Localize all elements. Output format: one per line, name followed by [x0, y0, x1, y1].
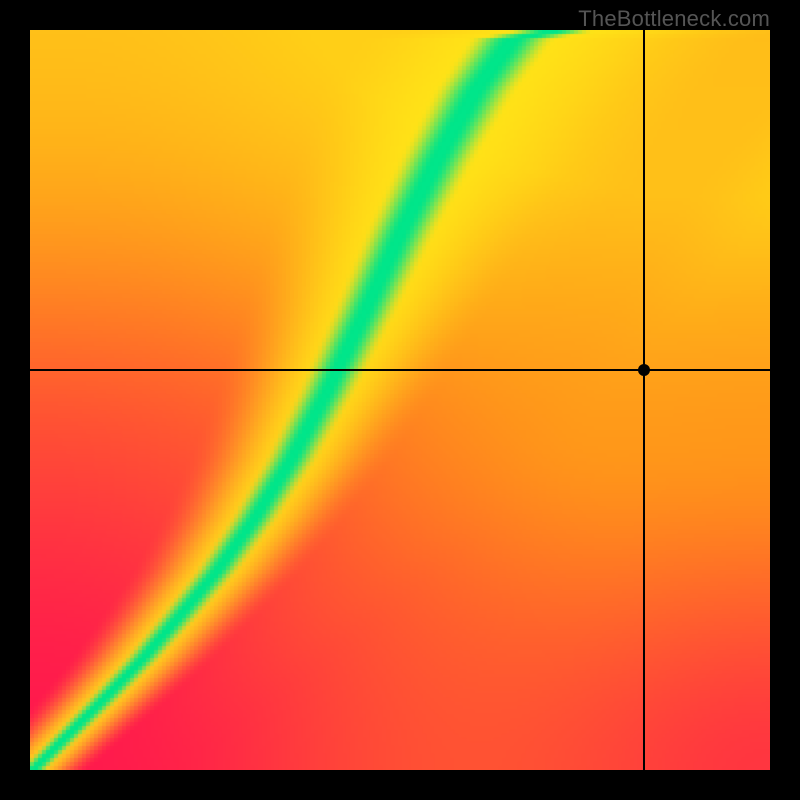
heatmap-canvas [30, 30, 770, 770]
watermark-text: TheBottleneck.com [578, 6, 770, 32]
heatmap-plot [30, 30, 770, 770]
